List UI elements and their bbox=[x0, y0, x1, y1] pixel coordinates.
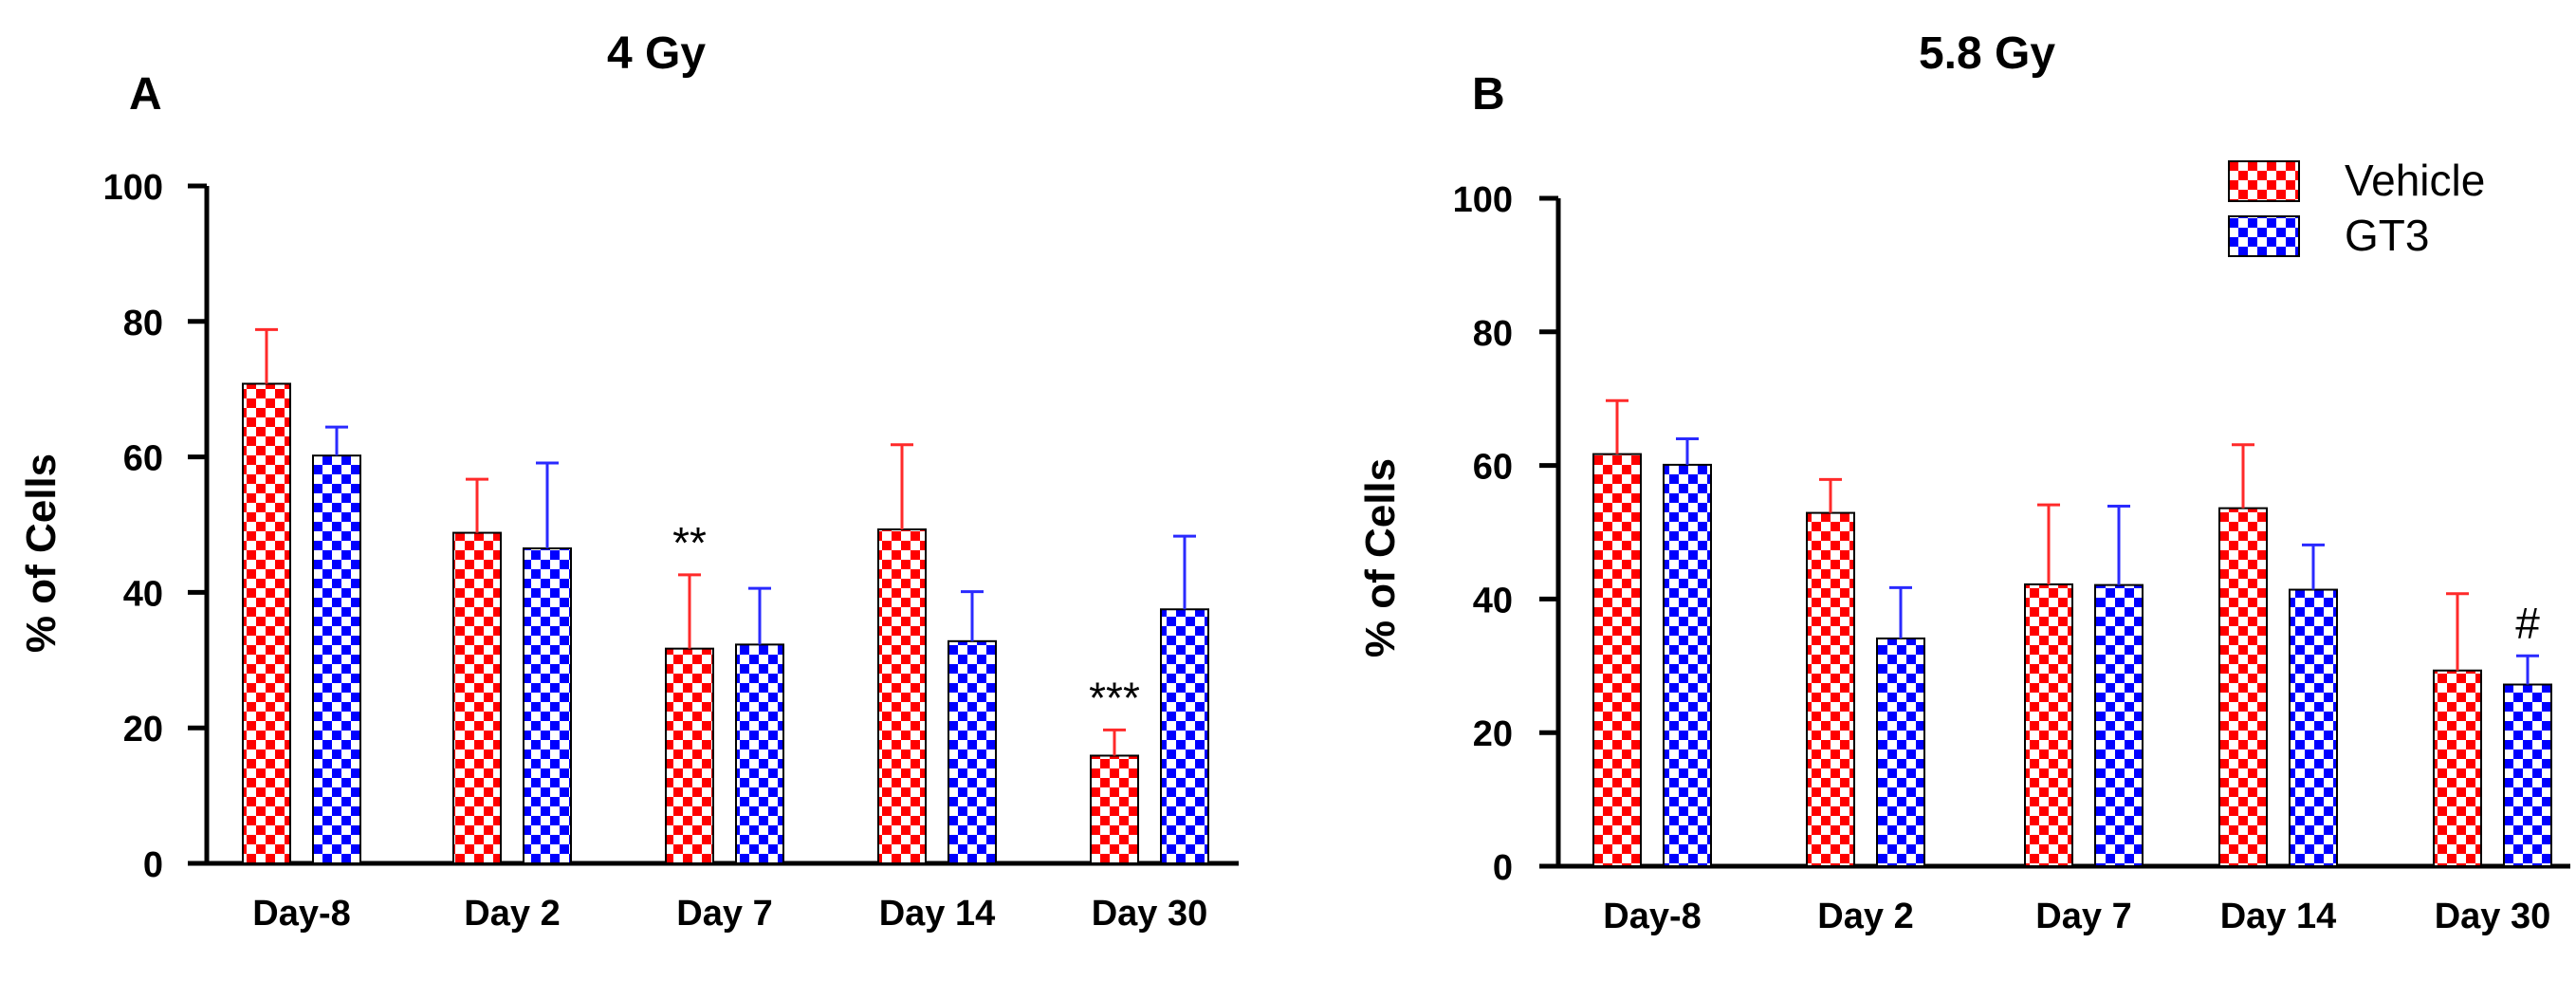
legend-swatch-gt3 bbox=[2228, 215, 2300, 257]
panel-b-y-tick-label-60: 60 bbox=[1473, 448, 1513, 488]
panel-a-y-tick-label-20: 20 bbox=[123, 710, 163, 750]
panel-b-y-tick-label-80: 80 bbox=[1473, 314, 1513, 354]
panel-b-bar-vehicle-day-14 bbox=[2218, 507, 2268, 867]
panel-a-y-tick-label-60: 60 bbox=[123, 439, 163, 479]
panel-b-y-axis-label: % of Cells bbox=[1357, 458, 1404, 657]
panel-b-x-tick-label-day-7: Day 7 bbox=[2035, 897, 2131, 936]
panel-b-bar-gt3-day-14 bbox=[2289, 588, 2338, 867]
panel-a-bar-vehicle-day-30 bbox=[1090, 754, 1139, 864]
panel-b-y-tick-label-20: 20 bbox=[1473, 714, 1513, 754]
panel-b-x-tick-label-day-14: Day 14 bbox=[2220, 897, 2337, 936]
panel-b-bar-vehicle-day-8 bbox=[1592, 453, 1642, 867]
panel-b-bar-vehicle-day-2 bbox=[1806, 511, 1855, 867]
panel-b-x-tick-label-day-8: Day-8 bbox=[1603, 897, 1702, 936]
panel-b-label: B bbox=[1472, 69, 1505, 120]
panel-b-bar-gt3-day-30 bbox=[2503, 683, 2552, 868]
legend: Vehicle GT3 bbox=[2228, 156, 2485, 260]
panel-a-bar-vehicle-day-8 bbox=[242, 382, 291, 864]
panel-a-x-tick-label-day-14: Day 14 bbox=[879, 894, 996, 934]
panel-a-bar-vehicle-day-2 bbox=[452, 531, 502, 864]
panel-a-annotation-day-30: *** bbox=[1089, 673, 1140, 722]
panel-b-title: 5.8 Gy bbox=[1919, 28, 2055, 79]
panel-a-x-tick-label-day-2: Day 2 bbox=[464, 894, 560, 934]
panel-a-title: 4 Gy bbox=[607, 28, 706, 79]
panel-a-y-tick-label-0: 0 bbox=[143, 845, 163, 885]
panel-a-bar-gt3-day-14 bbox=[948, 639, 997, 864]
panel-a-x-tick-label-day-7: Day 7 bbox=[676, 894, 772, 934]
panel-a-chart: A 4 Gy % of Cells 0 20 40 60 80 100 Day-8 Day … bbox=[18, 28, 1239, 934]
panel-a-bar-gt3-day-2 bbox=[523, 546, 572, 864]
panel-a-label: A bbox=[129, 69, 162, 120]
panel-a-x-tick-label-day-8: Day-8 bbox=[252, 894, 351, 934]
panel-b-bar-gt3-day-2 bbox=[1876, 637, 1925, 867]
panel-b-y-tick-label-0: 0 bbox=[1493, 848, 1513, 888]
panel-a-bar-vehicle-day-7 bbox=[665, 647, 714, 864]
legend-label-vehicle: Vehicle bbox=[2345, 156, 2485, 205]
legend-swatch-vehicle bbox=[2228, 160, 2300, 202]
panel-a-annotation-day-7: ** bbox=[672, 518, 707, 567]
panel-a-y-axis-label: % of Cells bbox=[18, 453, 64, 653]
panel-b-y-tick-label-100: 100 bbox=[1453, 180, 1513, 220]
panel-b-chart: B 5.8 Gy % of Cells 0 20 40 60 80 100 Day-8 Da… bbox=[1357, 28, 2570, 936]
panel-a-y-tick-label-80: 80 bbox=[123, 304, 163, 343]
panel-a-x-tick-label-day-30: Day 30 bbox=[1092, 894, 1208, 934]
panel-b-bar-gt3-day-7 bbox=[2094, 583, 2144, 868]
panel-a-bar-gt3-day-7 bbox=[735, 643, 784, 864]
legend-label-gt3: GT3 bbox=[2345, 211, 2429, 260]
panel-b-bar-vehicle-day-30 bbox=[2433, 669, 2482, 868]
panel-b-y-tick-label-40: 40 bbox=[1473, 581, 1513, 620]
panel-b-x-tick-label-day-2: Day 2 bbox=[1817, 897, 1913, 936]
panel-b-annotation-day-30: # bbox=[2515, 599, 2540, 648]
panel-a-bar-gt3-day-30 bbox=[1160, 608, 1209, 864]
panel-a-y-tick-label-40: 40 bbox=[123, 574, 163, 614]
panel-a-y-tick-label-100: 100 bbox=[103, 168, 163, 208]
panel-a-bar-gt3-day-8 bbox=[312, 454, 361, 864]
panel-b-x-tick-label-day-30: Day 30 bbox=[2435, 897, 2551, 936]
panel-a-bar-vehicle-day-14 bbox=[877, 528, 927, 864]
panel-b-bar-vehicle-day-7 bbox=[2024, 583, 2073, 867]
panel-b-bar-gt3-day-8 bbox=[1663, 463, 1712, 867]
